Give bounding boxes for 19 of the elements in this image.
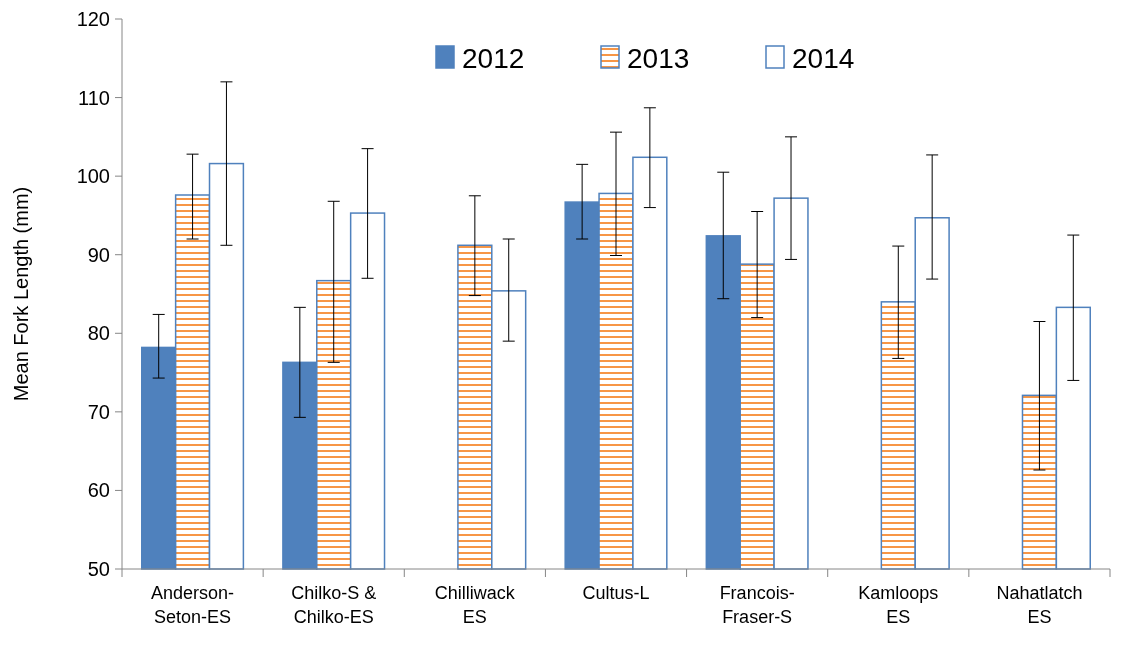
x-tick-label: Chilko-S & Chilko-ES — [291, 583, 377, 627]
y-tick-label: 70 — [87, 400, 110, 423]
y-axis-title: Mean Fork Length (mm) — [10, 186, 32, 402]
x-tick-label: Kamloops ES — [858, 583, 939, 627]
y-tick-label: 80 — [87, 322, 110, 345]
y-tick-label: 90 — [87, 243, 110, 266]
x-tick-label: Chilliwack ES — [434, 583, 516, 627]
y-tick-label: 100 — [76, 165, 110, 188]
x-tick-label: Cultus-L — [582, 583, 650, 603]
legend-label: 2013 — [627, 42, 690, 74]
y-tick-label: 50 — [87, 558, 110, 580]
x-tick-label: Francois-Fraser-S — [719, 583, 795, 627]
x-tick-label: Anderson-Seton-ES — [151, 583, 235, 627]
y-tick-label: 60 — [87, 479, 110, 502]
legend-label: 2012 — [462, 42, 525, 74]
x-tick-label: Nahatlatch ES — [996, 583, 1083, 627]
legend-label: 2014 — [792, 42, 855, 74]
y-tick-label: 110 — [78, 86, 110, 109]
y-tick-label: 120 — [76, 8, 110, 30]
